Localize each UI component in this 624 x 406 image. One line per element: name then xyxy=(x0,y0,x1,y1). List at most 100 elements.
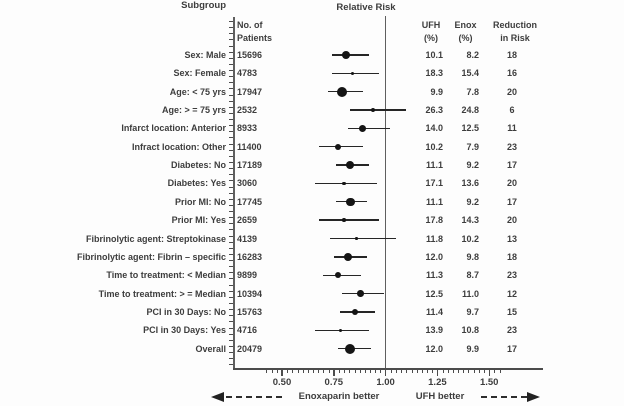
row-marker xyxy=(359,124,367,132)
x-axis-minor-tick xyxy=(421,369,423,373)
row-reduction-value: 23 xyxy=(506,141,517,152)
x-axis-minor-tick xyxy=(307,369,309,373)
x-axis-minor-tick xyxy=(313,369,315,373)
row-marker xyxy=(342,51,351,59)
row-spine-tick xyxy=(229,198,233,200)
x-axis-minor-tick xyxy=(375,369,377,373)
row-marker xyxy=(338,328,342,332)
row-reduction-value: 20 xyxy=(506,86,517,97)
x-axis-minor-tick xyxy=(328,369,330,373)
row-spine-tick xyxy=(229,94,233,96)
row-spine-tick xyxy=(229,70,233,72)
row-reduction-value: 18 xyxy=(506,251,517,262)
row-spine-tick xyxy=(229,352,233,354)
row-subgroup-label: Fibrinolytic agent: Streptokinase xyxy=(85,233,226,244)
row-spine-tick xyxy=(229,76,233,78)
row-spine-tick xyxy=(229,63,233,65)
patients-column-header-line2: Patients xyxy=(237,32,273,43)
reduction-column-header-line2: in Risk xyxy=(500,32,530,43)
row-reduction-value: 12 xyxy=(506,288,517,299)
row-ci-line xyxy=(331,54,369,56)
row-reduction-value: 16 xyxy=(506,68,517,79)
x-axis-minor-tick xyxy=(390,369,392,373)
row-ufh-value: 12.5 xyxy=(425,288,443,299)
row-enox-value: 11.0 xyxy=(461,288,479,299)
x-axis-major-tick xyxy=(281,369,283,376)
x-axis-minor-tick xyxy=(292,369,294,373)
x-axis-minor-tick xyxy=(364,369,366,373)
row-reduction-value: 23 xyxy=(506,325,517,336)
x-axis-minor-tick xyxy=(473,369,475,373)
row-marker xyxy=(342,181,346,186)
x-axis-minor-tick xyxy=(478,369,480,373)
ufh-column-header-line2: (%) xyxy=(424,32,438,43)
row-spine-tick xyxy=(229,315,233,317)
row-spine-tick xyxy=(229,45,233,47)
x-axis-minor-tick xyxy=(452,369,454,373)
row-ufh-value: 12.0 xyxy=(425,343,443,354)
row-patients-value: 10394 xyxy=(237,288,263,299)
row-subgroup-label: Infarct location: Anterior xyxy=(121,123,226,134)
row-spine-tick xyxy=(229,180,233,182)
right-arrow-icon xyxy=(527,392,540,402)
row-spine-tick xyxy=(229,131,233,133)
row-ufh-value: 11.4 xyxy=(425,306,443,317)
row-axis-spine xyxy=(233,17,235,368)
enoxaparin-better-label: Enoxaparin better xyxy=(298,391,380,402)
row-patients-value: 4716 xyxy=(237,325,258,336)
x-axis-minor-tick xyxy=(401,369,403,373)
row-spine-tick xyxy=(229,260,233,262)
x-axis-minor-tick xyxy=(416,369,418,373)
row-spine-tick xyxy=(229,33,233,35)
x-axis-minor-tick xyxy=(338,369,340,373)
row-subgroup-label: Prior MI: No xyxy=(175,196,226,207)
row-ci-line xyxy=(350,109,407,111)
x-axis-minor-tick xyxy=(427,369,429,373)
row-ci-line xyxy=(340,311,376,313)
left-arrow-icon xyxy=(211,392,224,402)
row-enox-value: 14.3 xyxy=(461,215,479,226)
row-reduction-value: 15 xyxy=(506,306,517,317)
row-ufh-value: 10.1 xyxy=(425,50,443,60)
row-patients-value: 20479 xyxy=(237,343,263,354)
row-marker xyxy=(346,197,355,207)
patients-column-header-line1: No. of xyxy=(237,19,263,30)
row-ci-line xyxy=(319,146,363,148)
row-enox-value: 9.7 xyxy=(466,306,479,317)
x-axis-tick-label: 1.25 xyxy=(428,377,447,388)
row-spine-tick xyxy=(229,161,233,163)
row-spine-tick xyxy=(229,82,233,84)
row-marker xyxy=(357,290,364,297)
row-enox-value: 15.4 xyxy=(461,68,479,79)
row-reduction-value: 20 xyxy=(506,178,517,189)
row-patients-value: 4139 xyxy=(237,233,258,244)
row-spine-tick xyxy=(229,333,233,335)
x-axis-minor-tick xyxy=(287,369,289,373)
row-marker xyxy=(334,143,342,150)
x-axis-tick-label: 1.00 xyxy=(376,377,395,388)
x-axis-minor-tick xyxy=(349,369,351,373)
row-ufh-value: 11.1 xyxy=(425,196,443,207)
row-ufh-value: 18.3 xyxy=(425,68,443,79)
row-patients-value: 17189 xyxy=(237,160,263,171)
row-subgroup-label: Sex: Male xyxy=(184,50,226,60)
row-marker xyxy=(355,237,358,240)
row-enox-value: 7.9 xyxy=(466,141,479,152)
row-subgroup-label: Age: > = 75 yrs xyxy=(161,105,226,116)
row-spine-tick xyxy=(229,21,233,22)
row-ufh-value: 12.0 xyxy=(425,251,443,262)
row-marker xyxy=(344,252,353,261)
right-arrow-dashes xyxy=(481,396,527,398)
row-reduction-value: 6 xyxy=(509,105,515,116)
row-enox-value: 13.6 xyxy=(461,178,479,189)
x-axis-minor-tick xyxy=(276,369,278,373)
row-enox-value: 24.8 xyxy=(461,105,479,116)
row-ufh-value: 17.8 xyxy=(425,215,443,226)
x-axis-minor-tick xyxy=(302,369,304,373)
x-axis-minor-tick xyxy=(318,369,320,373)
row-spine-tick xyxy=(229,235,233,237)
x-axis-major-tick xyxy=(488,369,490,376)
row-spine-tick xyxy=(229,278,233,280)
row-patients-value: 11400 xyxy=(237,141,262,152)
x-axis-minor-tick xyxy=(484,369,486,373)
